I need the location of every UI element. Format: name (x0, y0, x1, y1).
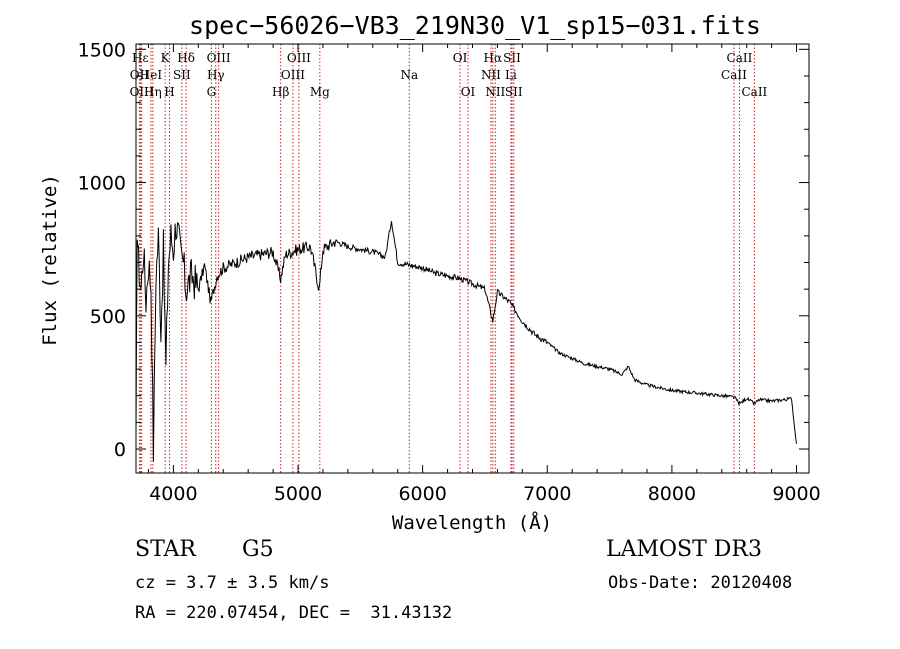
marker-label: SII (503, 51, 521, 65)
marker-label: Mg (310, 85, 330, 99)
marker-label: CaII (727, 51, 753, 65)
spectrum-series (135, 221, 797, 462)
obs-date: Obs-Date: 20120408 (608, 573, 793, 593)
x-tick-label: 5000 (274, 483, 322, 505)
object-class: STAR (135, 537, 196, 562)
marker-label: Hε (132, 51, 149, 65)
marker-label: OI (461, 85, 476, 99)
marker-label: NII (485, 85, 505, 99)
y-axis: 0 500 1000 1500 (78, 39, 809, 461)
coordinates: RA = 220.07454, DEC = 31.43132 (135, 603, 453, 623)
x-tick-label: 8000 (648, 483, 696, 505)
marker-label: K (161, 51, 171, 65)
x-tick-label: 4000 (149, 483, 197, 505)
marker-label: G (207, 85, 217, 99)
marker-label: SII (505, 85, 523, 99)
x-axis-label: Wavelength (Å) (392, 511, 552, 534)
marker-label: H (164, 85, 174, 99)
marker-label: Na (400, 68, 418, 82)
marker-label: CaII (741, 85, 767, 99)
x-tick-label: 6000 (398, 483, 446, 505)
marker-label: OI (453, 51, 468, 65)
chart-title: spec−56026−VB3_219N30_V1_sp15−031.fits (189, 11, 761, 40)
marker-label: HeI (140, 68, 163, 82)
marker-label: Hδ (177, 51, 195, 65)
marker-label: NII (481, 68, 501, 82)
x-tick-label: 7000 (523, 483, 571, 505)
x-tick-label: 9000 (772, 483, 820, 505)
y-axis-label: Flux (relative) (39, 174, 61, 346)
marker-label: SII (173, 68, 191, 82)
spectrum-line (135, 221, 797, 462)
survey-name: LAMOST DR3 (606, 537, 762, 562)
marker-label: Hα (484, 51, 503, 65)
marker-label: CaII (721, 68, 747, 82)
redshift-text: cz = 3.7 ± 3.5 km/s (135, 573, 330, 593)
marker-label: Hγ (207, 68, 225, 82)
marker-label: Hβ (272, 85, 289, 99)
x-axis: 4000 5000 6000 7000 8000 9000 (147, 44, 821, 505)
marker-label: OIII (287, 51, 311, 65)
marker-label: OIII (281, 68, 305, 82)
marker-label: Li (505, 68, 517, 82)
y-tick-label: 500 (90, 306, 126, 328)
marker-label: Hη (144, 85, 162, 99)
y-tick-label: 0 (114, 439, 126, 461)
marker-label: OII (130, 68, 150, 82)
y-tick-label: 1000 (78, 173, 126, 195)
marker-label: OIII (207, 51, 231, 65)
object-subclass: G5 (242, 537, 274, 562)
y-tick-label: 1500 (78, 39, 126, 61)
